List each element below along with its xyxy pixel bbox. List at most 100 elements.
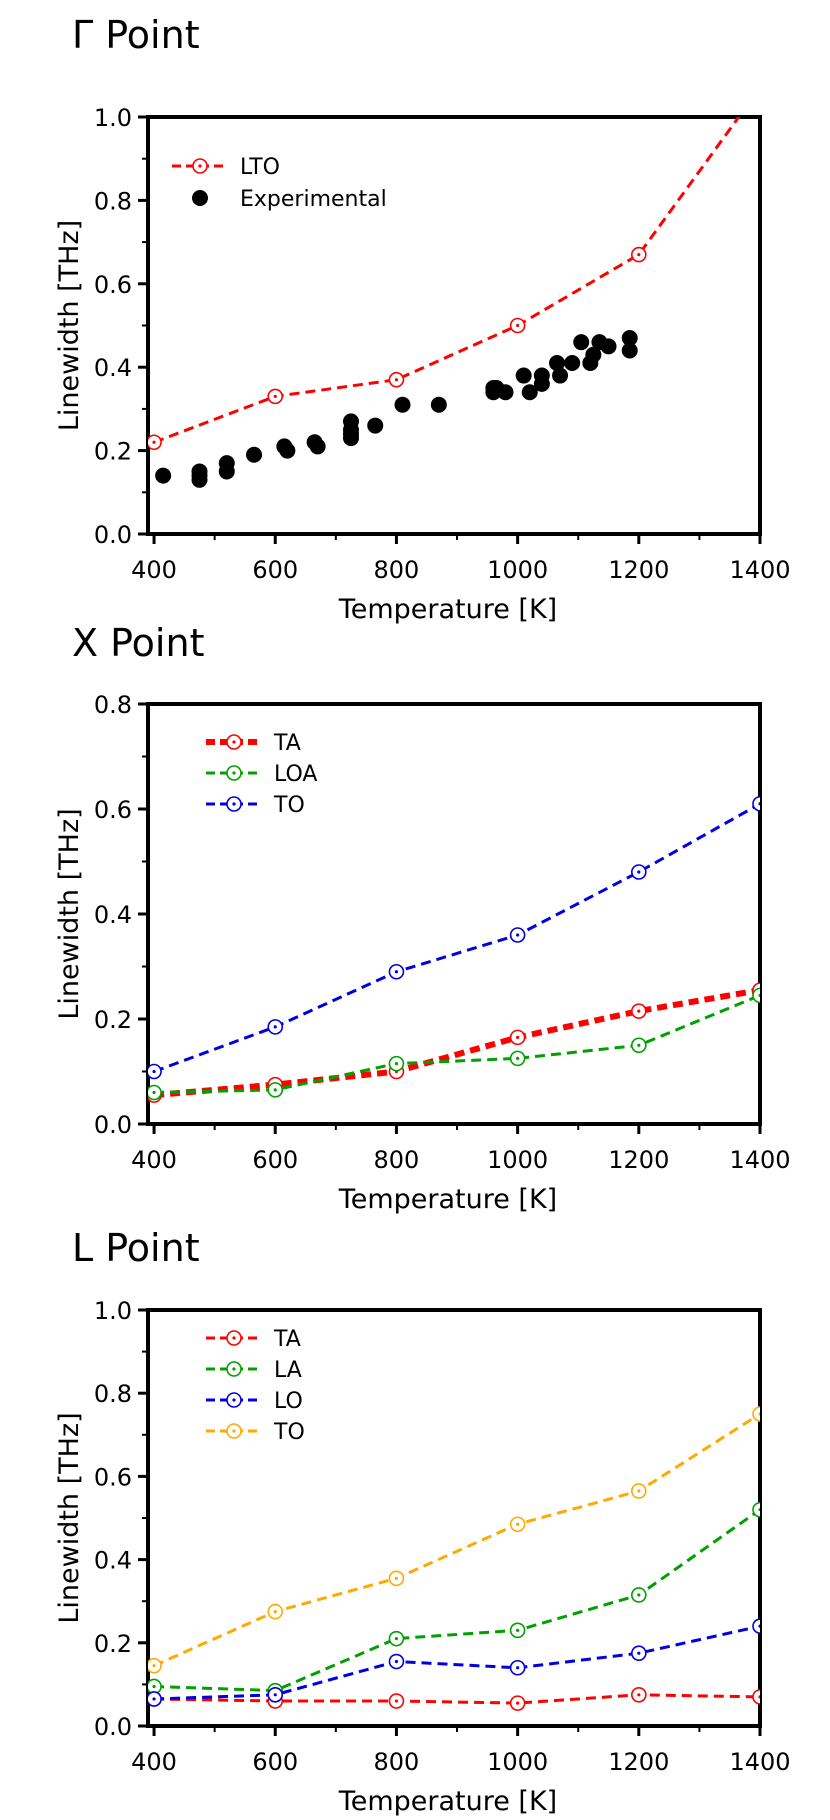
series-to bbox=[148, 795, 760, 1080]
data-point-center bbox=[758, 802, 760, 806]
y-tick-label: 0.4 bbox=[94, 901, 132, 929]
legend-label: TO bbox=[273, 793, 305, 818]
series-la bbox=[148, 1501, 760, 1699]
x-tick-label: 600 bbox=[252, 556, 298, 584]
data-point-center bbox=[758, 993, 760, 997]
legend-marker-center bbox=[232, 1367, 236, 1371]
series-ta bbox=[148, 1687, 760, 1711]
data-point-center bbox=[394, 970, 399, 974]
series-loa bbox=[148, 987, 760, 1101]
data-point bbox=[430, 396, 447, 413]
data-point bbox=[279, 442, 296, 459]
data-point bbox=[218, 463, 235, 480]
data-point-center bbox=[273, 394, 277, 398]
data-point-center bbox=[516, 1522, 520, 1526]
data-point bbox=[549, 355, 566, 372]
x-tick-label: 600 bbox=[252, 1146, 298, 1174]
data-point bbox=[752, 987, 760, 1004]
data-point-center bbox=[152, 1069, 156, 1074]
y-tick-label: 0.6 bbox=[94, 271, 132, 299]
data-point-center bbox=[273, 1025, 277, 1029]
series-line bbox=[154, 994, 760, 1094]
x-tick-label: 400 bbox=[131, 1748, 177, 1776]
x-tick-label: 800 bbox=[374, 556, 420, 584]
data-point-center bbox=[394, 1576, 399, 1580]
y-axis-label: Linewidth [THz] bbox=[54, 1412, 85, 1623]
series-experimental bbox=[155, 330, 638, 488]
data-point bbox=[621, 330, 638, 347]
data-point-center bbox=[637, 1043, 641, 1047]
data-point-center bbox=[758, 1695, 760, 1699]
data-point-center bbox=[273, 1088, 277, 1092]
y-axis-label: Linewidth [THz] bbox=[54, 808, 85, 1019]
data-point bbox=[585, 346, 602, 363]
x-tick-label: 400 bbox=[131, 556, 177, 584]
data-point bbox=[564, 355, 581, 372]
data-point bbox=[533, 375, 550, 392]
data-point bbox=[394, 396, 411, 413]
data-point-center bbox=[637, 1009, 641, 1013]
y-tick-label: 0.2 bbox=[94, 1630, 132, 1658]
data-point-center bbox=[758, 1508, 760, 1512]
data-point-center bbox=[758, 86, 761, 89]
data-point-center bbox=[273, 1610, 277, 1614]
y-tick-label: 1.0 bbox=[94, 1297, 132, 1325]
legend: LTO Experimental bbox=[172, 155, 387, 212]
panel-3: L Point 400 600 800 1000 1200 1400 0.0 0.2 0.4 0.6… bbox=[54, 1226, 791, 1817]
data-point bbox=[752, 1406, 760, 1422]
data-point-center bbox=[394, 378, 399, 382]
series-lo bbox=[148, 1618, 760, 1707]
data-point-center bbox=[516, 323, 520, 328]
data-point-center bbox=[637, 1651, 641, 1655]
legend-label: TA bbox=[273, 1327, 301, 1352]
panel-title: X Point bbox=[72, 621, 204, 665]
series-to bbox=[148, 1406, 760, 1674]
y-tick-label: 0.2 bbox=[94, 438, 132, 466]
data-point bbox=[600, 338, 617, 355]
y-tick-label: 0.0 bbox=[94, 1111, 132, 1139]
x-tick-label: 1000 bbox=[487, 1748, 548, 1776]
series-lto bbox=[148, 86, 761, 451]
x-tick-label: 1200 bbox=[608, 556, 669, 584]
legend-marker bbox=[192, 190, 208, 206]
legend-marker-center bbox=[232, 771, 236, 775]
data-point-center bbox=[516, 1035, 520, 1039]
panel-2: X Point 400 600 800 1000 1200 1400 0.0 0.2 0.4 0.6… bbox=[54, 621, 791, 1215]
series-line bbox=[153, 117, 741, 444]
data-point bbox=[367, 417, 384, 434]
x-tick-label: 1000 bbox=[487, 556, 548, 584]
legend-label: LA bbox=[274, 1358, 302, 1383]
data-point-center bbox=[637, 1593, 641, 1597]
panel-title: L Point bbox=[72, 1226, 200, 1270]
y-tick-label: 0.0 bbox=[94, 1713, 132, 1741]
x-tick-label: 800 bbox=[374, 1146, 420, 1174]
legend-marker-center bbox=[232, 1429, 236, 1433]
data-point bbox=[621, 342, 638, 359]
legend-label: TA bbox=[273, 731, 301, 756]
y-tick-label: 0.2 bbox=[94, 1006, 132, 1034]
data-point-center bbox=[152, 1664, 156, 1668]
legend-label: LOA bbox=[274, 762, 317, 787]
y-tick-label: 0.8 bbox=[94, 1380, 132, 1408]
x-tick-label: 600 bbox=[252, 1748, 298, 1776]
data-point-center bbox=[394, 1062, 399, 1066]
data-point-center bbox=[516, 933, 520, 937]
data-point bbox=[191, 471, 208, 488]
legend: TA LA LO TO bbox=[206, 1327, 305, 1445]
plot-area bbox=[148, 795, 760, 1103]
legend-label: Experimental bbox=[240, 187, 387, 212]
legend-marker-center bbox=[198, 164, 202, 168]
data-point-center bbox=[758, 1624, 760, 1628]
y-tick-label: 0.4 bbox=[94, 1547, 132, 1575]
data-point-center bbox=[152, 1090, 156, 1095]
legend-label: LTO bbox=[240, 155, 280, 180]
series-line bbox=[153, 987, 760, 1099]
legend-label: LO bbox=[274, 1389, 303, 1414]
data-point-center bbox=[394, 1699, 399, 1703]
series-line bbox=[154, 1693, 760, 1705]
legend-marker-center bbox=[232, 1398, 236, 1402]
data-point bbox=[752, 1689, 760, 1705]
legend-label: TO bbox=[273, 1420, 305, 1445]
data-point-center bbox=[394, 1637, 399, 1641]
